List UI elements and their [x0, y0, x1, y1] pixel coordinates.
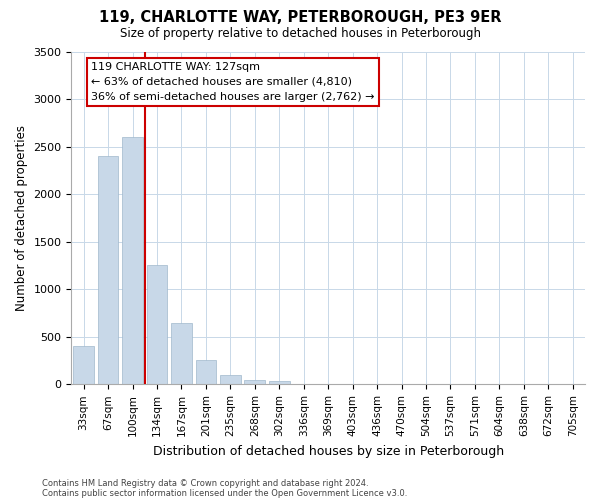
- Text: Size of property relative to detached houses in Peterborough: Size of property relative to detached ho…: [119, 28, 481, 40]
- Bar: [73, 346, 94, 385]
- Text: Contains public sector information licensed under the Open Government Licence v3: Contains public sector information licen…: [42, 488, 407, 498]
- Bar: [146, 266, 167, 384]
- Bar: [196, 360, 217, 384]
- Bar: [122, 137, 143, 384]
- Bar: [244, 380, 265, 384]
- Bar: [98, 156, 118, 384]
- Text: 119, CHARLOTTE WAY, PETERBOROUGH, PE3 9ER: 119, CHARLOTTE WAY, PETERBOROUGH, PE3 9E…: [99, 10, 501, 25]
- Bar: [171, 324, 192, 384]
- X-axis label: Distribution of detached houses by size in Peterborough: Distribution of detached houses by size …: [152, 444, 504, 458]
- Text: Contains HM Land Registry data © Crown copyright and database right 2024.: Contains HM Land Registry data © Crown c…: [42, 478, 368, 488]
- Y-axis label: Number of detached properties: Number of detached properties: [15, 125, 28, 311]
- Bar: [220, 375, 241, 384]
- Bar: [269, 382, 290, 384]
- Text: 119 CHARLOTTE WAY: 127sqm
← 63% of detached houses are smaller (4,810)
36% of se: 119 CHARLOTTE WAY: 127sqm ← 63% of detac…: [91, 62, 374, 102]
